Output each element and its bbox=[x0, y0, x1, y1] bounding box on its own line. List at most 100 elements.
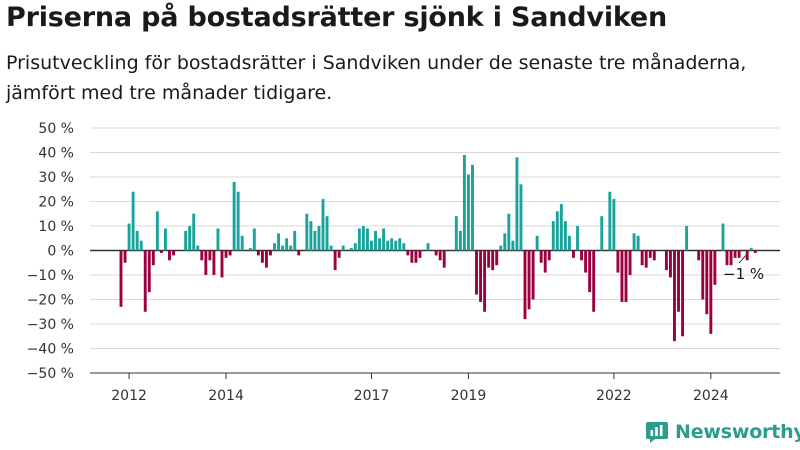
bar bbox=[636, 235, 640, 251]
bar bbox=[305, 213, 309, 251]
bar bbox=[705, 250, 709, 315]
latest-value-label: −1 % bbox=[723, 265, 764, 283]
bar bbox=[507, 213, 511, 251]
bar bbox=[374, 230, 377, 251]
bar bbox=[289, 245, 293, 251]
bar bbox=[677, 250, 680, 312]
bar bbox=[341, 245, 345, 251]
bar bbox=[624, 250, 628, 302]
y-tick-label: 30 % bbox=[38, 170, 74, 186]
bar bbox=[466, 174, 470, 251]
y-tick-label: −40 % bbox=[27, 342, 74, 358]
chart-title: Priserna på bostadsrätter sjönk i Sandvi… bbox=[6, 2, 668, 33]
bar bbox=[572, 250, 575, 258]
bar bbox=[547, 250, 551, 261]
bar bbox=[123, 250, 127, 263]
y-tick-label: −20 % bbox=[27, 293, 74, 309]
bar bbox=[317, 226, 321, 251]
bar bbox=[297, 250, 301, 256]
y-tick-label: 50 % bbox=[38, 121, 74, 137]
bar bbox=[713, 250, 717, 285]
bar bbox=[475, 250, 478, 295]
bar bbox=[208, 250, 212, 261]
bar bbox=[264, 250, 268, 268]
bar bbox=[220, 250, 224, 278]
bar bbox=[398, 238, 402, 251]
bar bbox=[390, 238, 394, 251]
x-tick-label: 2022 bbox=[596, 388, 632, 404]
bar bbox=[163, 228, 167, 251]
bar bbox=[458, 230, 462, 251]
bar bbox=[151, 250, 155, 266]
bar bbox=[539, 250, 543, 263]
bar bbox=[252, 228, 256, 251]
bar bbox=[337, 250, 341, 258]
bar bbox=[184, 230, 188, 251]
bar bbox=[353, 243, 357, 251]
bar bbox=[406, 250, 410, 256]
bar bbox=[681, 250, 685, 337]
bar bbox=[745, 250, 749, 261]
brand-name: Newsworthy bbox=[675, 421, 800, 443]
x-tick-label: 2012 bbox=[111, 388, 147, 404]
bar bbox=[721, 223, 725, 251]
annotations: −1 % bbox=[723, 253, 764, 283]
bar bbox=[563, 221, 567, 251]
bar bbox=[426, 243, 430, 251]
bar bbox=[361, 226, 365, 251]
bar bbox=[511, 240, 515, 251]
bar bbox=[200, 250, 204, 261]
x-tick-label: 2014 bbox=[208, 388, 244, 404]
bar bbox=[329, 245, 333, 251]
bar bbox=[543, 250, 547, 273]
bar bbox=[749, 248, 753, 251]
bar bbox=[285, 238, 289, 251]
bar bbox=[232, 181, 236, 251]
bar bbox=[333, 250, 337, 271]
chart-subtitle: Prisutveckling för bostadsrätter i Sandv… bbox=[6, 52, 747, 104]
bar bbox=[600, 216, 604, 251]
bar bbox=[240, 235, 244, 251]
bar bbox=[293, 230, 297, 251]
y-tick-label: −10 % bbox=[27, 268, 74, 284]
bar bbox=[632, 233, 636, 251]
bar bbox=[442, 250, 446, 268]
bar bbox=[365, 228, 369, 251]
bar bbox=[277, 233, 281, 251]
bar bbox=[131, 191, 135, 251]
bar bbox=[668, 250, 672, 278]
y-tick-label: −30 % bbox=[27, 317, 74, 333]
bar bbox=[697, 250, 701, 261]
bar bbox=[119, 250, 123, 307]
bar bbox=[535, 235, 539, 251]
bar bbox=[620, 250, 624, 302]
bar bbox=[580, 250, 584, 261]
bar bbox=[725, 250, 729, 266]
bar bbox=[608, 191, 612, 251]
bar bbox=[370, 240, 373, 251]
x-tick-label: 2024 bbox=[693, 388, 729, 404]
bar bbox=[567, 235, 571, 251]
bar bbox=[325, 216, 329, 251]
bar-chart-logo-icon bbox=[646, 422, 668, 443]
newsworthy-logo: Newsworthy bbox=[645, 420, 800, 444]
bar bbox=[155, 211, 159, 251]
y-tick-label: 20 % bbox=[38, 195, 74, 211]
bar bbox=[487, 250, 491, 268]
bar bbox=[471, 164, 474, 251]
gridlines bbox=[90, 127, 780, 374]
bar bbox=[236, 191, 240, 251]
bar bbox=[491, 250, 495, 271]
bar bbox=[559, 203, 563, 251]
bar bbox=[454, 216, 458, 251]
bar bbox=[204, 250, 208, 275]
bar bbox=[216, 228, 220, 251]
y-tick-label: −50 % bbox=[27, 366, 74, 382]
bar bbox=[701, 250, 705, 300]
bar bbox=[192, 213, 196, 251]
bar bbox=[527, 250, 531, 310]
x-tick-label: 2019 bbox=[451, 388, 487, 404]
bar bbox=[499, 245, 503, 251]
bar bbox=[584, 250, 588, 273]
bar bbox=[188, 226, 192, 251]
